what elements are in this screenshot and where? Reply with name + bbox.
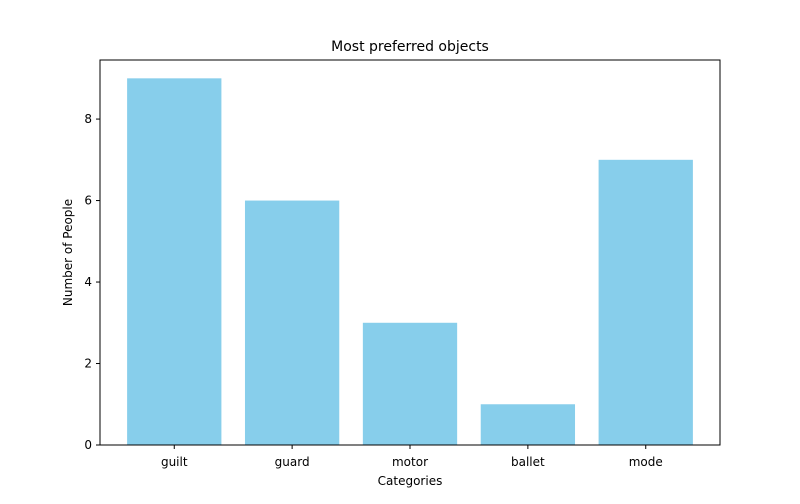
x-tick-label: motor <box>392 455 428 469</box>
plot-frame <box>99 59 721 446</box>
y-ticks-layer: 0 2 4 6 8 <box>84 112 100 452</box>
bar-mode <box>598 159 693 445</box>
x-tick-label: guard <box>275 455 310 469</box>
y-tick-label: 2 <box>84 357 92 371</box>
x-ticks-layer: guilt guard motor ballet mode <box>161 445 663 469</box>
x-tick-label: ballet <box>511 455 545 469</box>
x-axis-label: Categories <box>378 474 443 488</box>
y-tick-label: 4 <box>84 275 92 289</box>
bar-guilt <box>127 78 222 445</box>
y-tick-label: 8 <box>84 112 92 126</box>
bar-motor <box>362 322 458 445</box>
x-tick-label: guilt <box>161 455 188 469</box>
y-tick-label: 0 <box>84 438 92 452</box>
y-tick-label: 6 <box>84 194 92 208</box>
x-tick-label: mode <box>629 455 663 469</box>
bar-guard <box>244 200 340 445</box>
bar-ballet <box>480 404 576 445</box>
y-axis-label: Number of People <box>61 199 75 306</box>
chart-title: Most preferred objects <box>331 39 489 55</box>
bars-layer <box>127 78 693 445</box>
